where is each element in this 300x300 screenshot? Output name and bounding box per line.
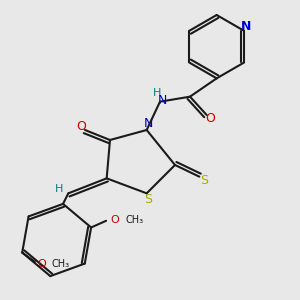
Text: CH₃: CH₃ [52, 259, 70, 269]
Text: H: H [153, 88, 161, 98]
Text: N: N [158, 94, 167, 107]
Text: CH₃: CH₃ [125, 215, 144, 225]
Text: O: O [205, 112, 215, 125]
Text: O: O [37, 259, 46, 269]
Text: O: O [110, 215, 119, 225]
Text: O: O [76, 120, 86, 133]
Text: N: N [241, 20, 251, 33]
Text: S: S [144, 193, 152, 206]
Text: N: N [144, 118, 153, 130]
Text: H: H [55, 184, 63, 194]
Text: S: S [200, 173, 208, 187]
